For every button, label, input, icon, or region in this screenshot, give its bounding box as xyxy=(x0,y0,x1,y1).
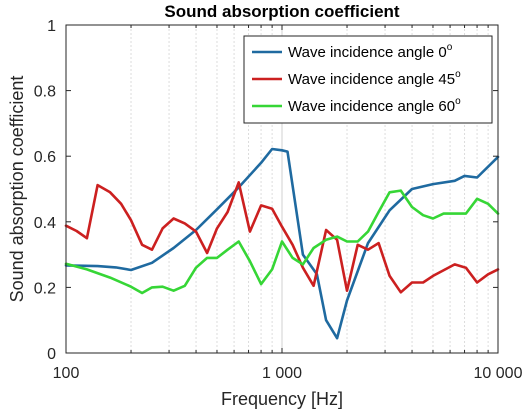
y-axis-label: Sound absorption coefficient xyxy=(7,76,27,303)
legend-entry-text: Wave incidence angle 45 xyxy=(288,71,455,88)
y-tick-label: 0.6 xyxy=(34,149,56,166)
legend-entry-3: Wave incidence angle 60o xyxy=(288,96,461,115)
y-tick-label: 0 xyxy=(47,346,56,363)
legend-entry-2: Wave incidence angle 45o xyxy=(288,69,461,88)
y-tick-label: 0.8 xyxy=(34,84,56,101)
chart-title: Sound absorption coefficient xyxy=(164,2,400,21)
legend-entry-degree-sup: o xyxy=(455,69,461,80)
y-tick-label: 0.4 xyxy=(34,215,56,232)
series-line-1 xyxy=(64,147,500,340)
x-tick-label: 1 000 xyxy=(262,365,302,382)
y-tick-label: 0.2 xyxy=(34,280,56,297)
series-line-3 xyxy=(64,189,500,295)
legend-entry-text: Wave incidence angle 0 xyxy=(288,44,447,61)
ticks: 100 1 000 10 000 0 0.2 0.4 0.6 0.8 1 xyxy=(34,18,523,382)
x-axis-label: Frequency [Hz] xyxy=(221,389,343,409)
x-tick-label: 100 xyxy=(53,365,80,382)
series-line-2 xyxy=(64,181,500,294)
legend-entry-1: Wave incidence angle 0o xyxy=(288,42,453,61)
series-layer xyxy=(64,147,500,340)
x-tick-label: 10 000 xyxy=(474,365,523,382)
legend-entry-text: Wave incidence angle 60 xyxy=(288,98,455,115)
legend-box xyxy=(243,35,493,124)
y-tick-label: 1 xyxy=(47,18,56,35)
legend-entry-degree-sup: o xyxy=(455,96,461,107)
legend-entry-degree-sup: o xyxy=(447,42,453,53)
